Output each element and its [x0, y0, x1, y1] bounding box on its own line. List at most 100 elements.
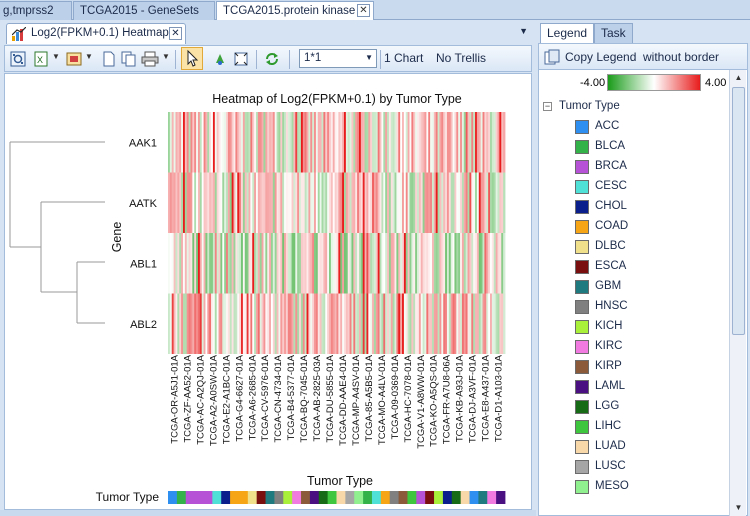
heatmap-cell — [340, 112, 343, 173]
heatmap-chart[interactable]: Heatmap of Log2(FPKM+0.1) by Tumor Type … — [5, 74, 531, 509]
gradient-min-label: -4.00 — [580, 77, 606, 89]
annotation-cell — [354, 491, 364, 504]
tab-heatmap-view[interactable]: Log2(FPKM+0.1) Heatmap ✕ — [6, 23, 186, 44]
heatmap-cell — [218, 172, 221, 233]
scroll-thumb[interactable] — [732, 87, 745, 335]
document-tab-bar: g,tmprss2 TCGA2015 - GeneSets TCGA2015.p… — [0, 0, 750, 20]
heatmap-cell — [473, 172, 476, 233]
pointer-icon — [187, 49, 199, 67]
doc-tab-protein-kinase[interactable]: TCGA2015.protein kinase ✕ — [216, 1, 374, 20]
heatmap-cell — [480, 172, 483, 233]
heatmap-cell — [437, 112, 440, 173]
heatmap-cell — [310, 233, 313, 294]
heatmap-cell — [315, 112, 319, 173]
heatmap-cell — [405, 233, 409, 294]
zoom-fit-icon[interactable] — [233, 50, 249, 68]
heatmap-cell — [375, 293, 379, 354]
heatmap-cell — [405, 112, 409, 173]
column-label: TCGA-CV-5976-01A — [260, 354, 271, 441]
resize-grip[interactable] — [0, 510, 536, 516]
select-pointer-button[interactable] — [181, 47, 203, 70]
heatmap-cell — [280, 172, 283, 233]
copy-legend-button[interactable]: Copy Legend — [565, 50, 637, 64]
legend-swatch — [575, 440, 589, 454]
heatmap-cell — [252, 293, 255, 354]
scroll-up-icon[interactable]: ▲ — [734, 73, 743, 82]
column-label: TCGA-DJ-A3VF-01A — [468, 354, 479, 443]
heatmap-cell — [431, 112, 435, 173]
pan-icon[interactable] — [212, 50, 228, 68]
chart-count-button[interactable]: 1 Chart — [384, 51, 424, 65]
excel-export-icon[interactable]: X — [33, 50, 49, 68]
refresh-icon[interactable] — [263, 50, 281, 68]
heatmap-cell — [227, 112, 231, 173]
heatmap-cell — [197, 112, 201, 173]
doc-tab-label: TCGA2015 - GeneSets — [80, 5, 199, 17]
heatmap-cell — [321, 172, 324, 233]
heatmap-cell — [360, 233, 364, 294]
collapse-icon[interactable]: − — [543, 101, 552, 111]
new-document-icon[interactable] — [101, 50, 117, 68]
legend-item-label: DLBC — [595, 240, 626, 252]
heatmap-cell — [467, 293, 470, 354]
column-label: TCGA-ZF-AA52-01A — [182, 354, 193, 442]
heatmap-cell — [302, 233, 306, 294]
doc-tab-genesets[interactable]: TCGA2015 - GeneSets — [73, 1, 215, 20]
heatmap-cell — [433, 293, 437, 354]
chart-settings-icon[interactable] — [10, 50, 26, 68]
heatmap-cell — [323, 293, 326, 354]
chevron-down-icon[interactable]: ▼ — [162, 52, 170, 61]
heatmap-cell — [396, 233, 399, 294]
heatmap-cell — [327, 172, 330, 233]
heatmap-cell — [246, 112, 249, 173]
tab-list-dropdown-icon[interactable]: ▼ — [519, 26, 528, 36]
trellis-button[interactable]: No Trellis — [436, 51, 487, 65]
heatmap-cell — [364, 233, 367, 294]
copy-legend-icon[interactable] — [544, 49, 560, 65]
heatmap-cell — [450, 293, 453, 354]
heatmap-cell — [254, 172, 257, 233]
heatmap-cell — [358, 233, 362, 294]
heatmap-cell — [448, 233, 452, 294]
heatmap-cell — [433, 172, 437, 233]
heatmap-cell — [321, 293, 324, 354]
scroll-down-icon[interactable]: ▼ — [734, 503, 743, 512]
heatmap-cell — [415, 172, 418, 233]
annotation-cell — [185, 491, 196, 504]
copy-without-border-button[interactable]: without border — [643, 50, 720, 64]
heatmap-cell — [269, 172, 272, 233]
heatmap-cell — [370, 293, 373, 354]
image-export-icon[interactable] — [66, 50, 82, 68]
chevron-down-icon[interactable]: ▼ — [85, 52, 93, 61]
heatmap-cell — [254, 233, 257, 294]
tab-legend[interactable]: Legend — [540, 23, 595, 43]
chevron-down-icon[interactable]: ▼ — [52, 52, 60, 61]
doc-tab-tmprss2[interactable]: g,tmprss2 — [0, 1, 72, 20]
tab-task[interactable]: Task — [594, 23, 633, 43]
heatmap-cell — [368, 172, 371, 233]
heatmap-cell — [229, 112, 233, 173]
heatmap-cell — [364, 172, 367, 233]
legend-scrollbar[interactable]: ▲ ▼ — [729, 70, 746, 516]
close-icon[interactable]: ✕ — [357, 4, 370, 17]
heatmap-cell — [478, 112, 482, 173]
heatmap-cell — [349, 112, 352, 173]
heatmap-cell — [314, 112, 317, 173]
copy-icon[interactable] — [121, 50, 137, 68]
annotation-cell — [380, 491, 391, 504]
heatmap-cell — [360, 293, 364, 354]
heatmap-cell — [302, 112, 306, 173]
row-label: AAK1 — [129, 137, 157, 149]
heatmap-cell — [184, 293, 188, 354]
heatmap-cell — [488, 112, 491, 173]
heatmap-cell — [372, 293, 375, 354]
heatmap-cell — [458, 112, 461, 173]
heatmap-cell — [454, 172, 457, 233]
heatmap-cell — [190, 233, 193, 294]
print-icon[interactable] — [141, 50, 159, 68]
heatmap-cell — [304, 293, 307, 354]
heatmap-cell — [366, 293, 369, 354]
heatmap-cell — [343, 172, 347, 233]
layout-select[interactable]: 1*1 ▼ — [299, 49, 377, 68]
close-icon[interactable]: ✕ — [169, 27, 182, 40]
